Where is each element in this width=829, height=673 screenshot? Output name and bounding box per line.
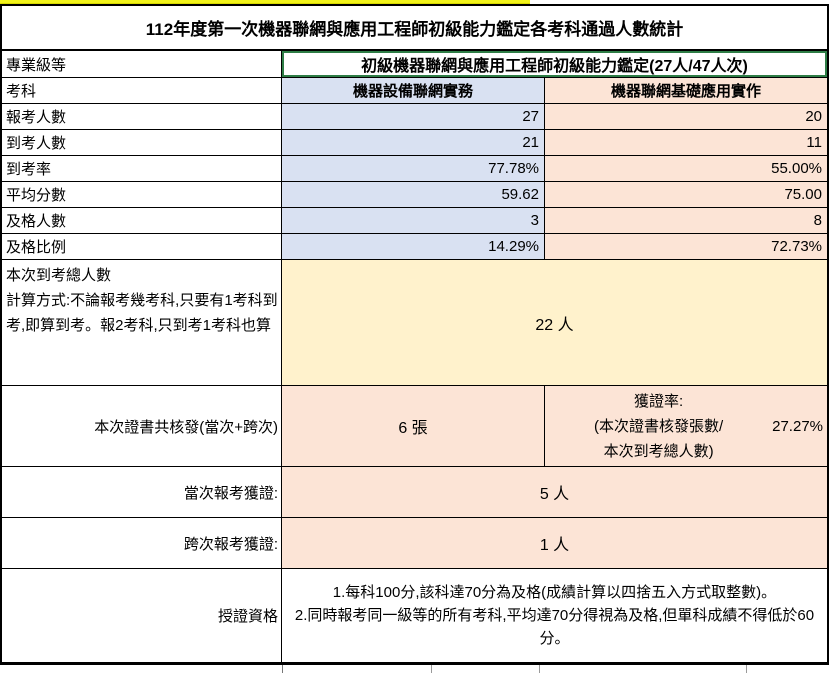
qualification-rules: 1.每科100分,該科達70分為及格(成績計算以四捨五入方式取整數)。 2.同時… (282, 569, 827, 662)
table-row-pass-rate: 及格比例 14.29% 72.73% (2, 234, 827, 260)
metric-label: 到考率 (2, 156, 282, 181)
metric-label: 及格人數 (2, 208, 282, 233)
table-row-average-score: 平均分數 59.62 75.00 (2, 182, 827, 208)
metric-label: 及格比例 (2, 234, 282, 259)
subject2-header-cell: 機器聯網基礎應用實作 (545, 78, 827, 103)
certification-stats-table: 112年度第一次機器聯網與應用工程師初級能力鑑定各考科通過人數統計 專業級等 初… (0, 4, 829, 665)
metric-value-subject1: 27 (282, 104, 545, 129)
metric-value-subject2: 11 (545, 130, 827, 155)
metric-value-subject1: 3 (282, 208, 545, 233)
gridline-stub (282, 665, 283, 673)
certificates-issued-row: 本次證書共核發(當次+跨次) 6 張 獲證率: (本次證書核發張數/ 本次到考總… (2, 386, 827, 467)
selection-highlight-bar (0, 0, 530, 4)
qualification-row: 授證資格 1.每科100分,該科達70分為及格(成績計算以四捨五入方式取整數)。… (2, 569, 827, 662)
page-title: 112年度第一次機器聯網與應用工程師初級能力鑑定各考科通過人數統計 (145, 20, 684, 39)
certification-rate-label: 獲證率: (本次證書核發張數/ 本次到考總人數) (593, 392, 724, 460)
gridline-stub (746, 665, 747, 673)
pro-level-value: 初級機器聯網與應用工程師初級能力鑑定(27人/47人次) (282, 51, 827, 77)
table-row-registered: 報考人數 27 20 (2, 104, 827, 130)
cross-session-value: 1 人 (282, 518, 827, 568)
attendance-total-value: 22 人 (282, 260, 827, 385)
table-row-attendance-rate: 到考率 77.78% 55.00% (2, 156, 827, 182)
pro-level-row: 專業級等 初級機器聯網與應用工程師初級能力鑑定(27人/47人次) (2, 51, 827, 78)
certificates-count: 6 張 (282, 386, 545, 466)
metric-label: 平均分數 (2, 182, 282, 207)
attendance-total-row: 本次到考總人數 計算方式:不論報考幾考科,只要有1考科到考,即算到考。報2考科,… (2, 260, 827, 386)
attendance-total-label: 本次到考總人數 計算方式:不論報考幾考科,只要有1考科到考,即算到考。報2考科,… (2, 260, 282, 385)
subject1-header-cell: 機器設備聯網實務 (282, 78, 545, 103)
metric-value-subject1: 77.78% (282, 156, 545, 181)
certificates-label: 本次證書共核發(當次+跨次) (2, 386, 282, 466)
pro-level-label: 專業級等 (2, 51, 282, 77)
certification-rate-value: 27.27% (772, 417, 823, 435)
current-session-label: 當次報考獲證: (2, 467, 282, 517)
cross-session-row: 跨次報考獲證: 1 人 (2, 518, 827, 569)
metric-value-subject1: 14.29% (282, 234, 545, 259)
table-row-passed-count: 及格人數 3 8 (2, 208, 827, 234)
metric-value-subject2: 20 (545, 104, 827, 129)
qualification-rule-2: 2.同時報考同一級等的所有考科,平均達70分得視為及格,但單科成績不得低於60分… (294, 607, 815, 647)
certification-rate-cell: 獲證率: (本次證書核發張數/ 本次到考總人數) 27.27% (545, 386, 827, 466)
metric-value-subject2: 72.73% (545, 234, 827, 259)
metric-value-subject2: 8 (545, 208, 827, 233)
metric-value-subject1: 59.62 (282, 182, 545, 207)
table-title-row: 112年度第一次機器聯網與應用工程師初級能力鑑定各考科通過人數統計 (2, 6, 827, 51)
metric-value-subject1: 21 (282, 130, 545, 155)
current-session-value: 5 人 (282, 467, 827, 517)
metric-label: 報考人數 (2, 104, 282, 129)
qualification-label: 授證資格 (2, 569, 282, 662)
current-session-row: 當次報考獲證: 5 人 (2, 467, 827, 518)
metric-value-subject2: 75.00 (545, 182, 827, 207)
qualification-rule-1: 1.每科100分,該科達70分為及格(成績計算以四捨五入方式取整數)。 (332, 584, 777, 601)
gridline-stub (431, 665, 432, 673)
subject-header-row: 考科 機器設備聯網實務 機器聯網基礎應用實作 (2, 78, 827, 104)
table-row-attended: 到考人數 21 11 (2, 130, 827, 156)
gridline-stub (539, 665, 540, 673)
subject-row-label: 考科 (2, 78, 282, 103)
metric-label: 到考人數 (2, 130, 282, 155)
cross-session-label: 跨次報考獲證: (2, 518, 282, 568)
metric-value-subject2: 55.00% (545, 156, 827, 181)
